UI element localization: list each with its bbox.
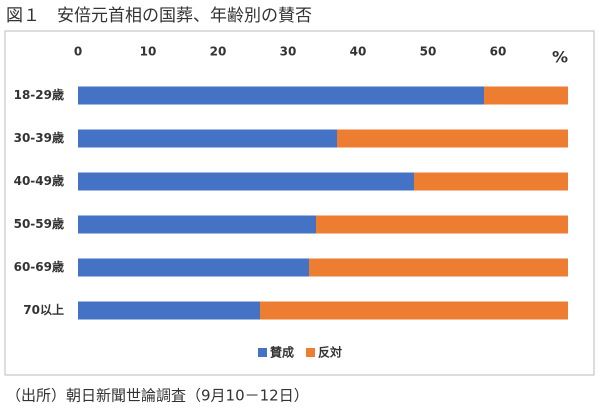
- y-tick-label: 50-59歳: [14, 216, 64, 231]
- x-tick-label: 40: [350, 45, 367, 59]
- bar-segment: [78, 86, 484, 105]
- y-tick-label: 60-69歳: [14, 259, 64, 274]
- x-tick-label: 10: [140, 45, 157, 59]
- x-tick-label: 30: [280, 45, 297, 59]
- bar-segment: [337, 129, 568, 148]
- bar-segment: [309, 258, 568, 277]
- x-tick-label: 50: [420, 45, 437, 59]
- unit-label: %: [552, 48, 568, 67]
- bar-segment: [316, 215, 568, 234]
- y-tick-label: 18-29歳: [14, 87, 64, 102]
- x-tick-label: 60: [490, 45, 507, 59]
- y-tick-label: 30-39歳: [14, 130, 64, 145]
- legend-label: 賛成: [270, 345, 294, 360]
- bar-segment: [260, 301, 568, 320]
- bar-segment: [78, 172, 414, 191]
- y-tick-label: 70以上: [23, 302, 64, 317]
- bar-segment: [78, 258, 309, 277]
- x-tick-label: 20: [210, 45, 227, 59]
- chart-frame: [4, 30, 595, 376]
- chart-title: 図１ 安倍元首相の国葬、年齢別の賛否: [6, 6, 312, 26]
- source-note: （出所）朝日新聞世論調査（9月10－12日）: [6, 387, 309, 405]
- bar-segment: [484, 86, 568, 105]
- legend-swatch: [306, 348, 315, 357]
- bar-segment: [78, 301, 260, 320]
- legend-swatch: [258, 348, 267, 357]
- bar-segment: [78, 215, 316, 234]
- x-tick-label: 0: [74, 45, 82, 59]
- y-tick-label: 40-49歳: [14, 173, 64, 188]
- bar-segment: [78, 129, 337, 148]
- legend-label: 反対: [318, 345, 342, 360]
- bar-segment: [414, 172, 568, 191]
